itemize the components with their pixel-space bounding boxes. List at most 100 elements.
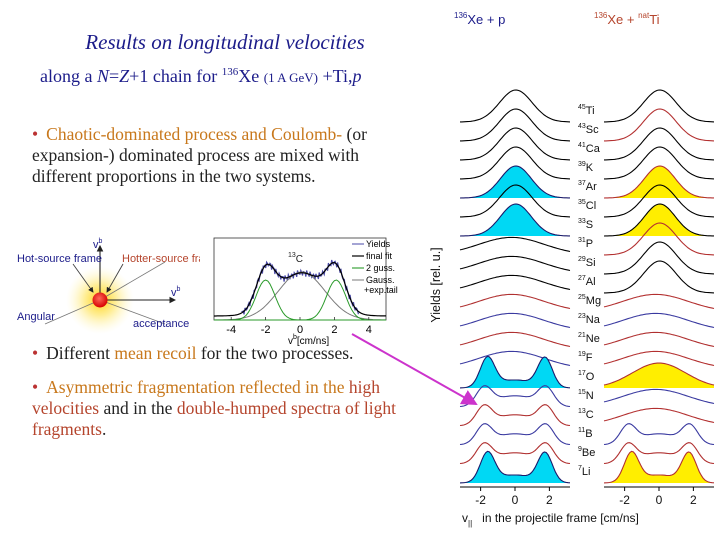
fragment-mass: 33 [578, 218, 586, 225]
legend-gauss: Gauss. [366, 275, 395, 285]
fit-tick-label: -2 [261, 324, 271, 336]
spectrum-curve-c-1 [459, 404, 571, 427]
fit-xlabel: vb[cm/ns] [288, 334, 329, 346]
spectrum-curve-c-2 [603, 407, 715, 424]
fit-tick-label: 2 [331, 324, 337, 336]
x-axis-v: v [462, 511, 468, 525]
spectrum-curve-o-1 [459, 355, 571, 389]
fragment-elem: K [586, 162, 594, 174]
spectrum-curve-n-2 [603, 388, 715, 405]
hotter-source-text: Hotter-source frame [122, 253, 200, 265]
spectrum-curve-si-2 [604, 241, 715, 275]
fragment-mass: 43 [578, 123, 586, 130]
spectrum-curve-sc-2 [604, 108, 715, 142]
subtitle-energy: (1 A GeV) [263, 70, 318, 85]
spectrum-curve-p-2 [604, 222, 715, 256]
hot-source-text: Hot-source frame [17, 253, 102, 265]
fragment-label-b: 11B [578, 427, 593, 440]
spectrum-curve-f-1 [459, 350, 571, 367]
v-par-sup: b [177, 286, 181, 293]
fit-x-ticks: -4 -2 0 2 4 [226, 317, 372, 336]
bullet3-part5: . [101, 419, 107, 439]
x-axis-label: v|| in the projectile frame [cm/ns] [462, 511, 639, 528]
spectrum-curve-ti-1 [460, 89, 571, 123]
fragment-label-k: 39K [578, 161, 594, 174]
spectrum-curve-b-2 [603, 423, 715, 446]
subtitle-mass: 136 [221, 66, 239, 78]
spectrum-fill-o-2 [604, 363, 714, 388]
panel2-title-elem: Xe + [607, 12, 638, 27]
fragment-elem: B [585, 428, 592, 440]
spectrum-curve-al-1 [459, 274, 571, 291]
fragment-elem: Ne [586, 333, 600, 345]
fragment-label-f: 19F [578, 351, 593, 364]
spectrum-curve-ne-1 [459, 331, 571, 348]
spectrum-curve-mg-1 [459, 293, 571, 310]
subtitle-eq: = [109, 66, 120, 86]
fragment-label-ar: 37Ar [578, 180, 597, 193]
slide-subtitle: along a N=Z+1 chain for 136Xe (1 A GeV) … [40, 66, 361, 87]
bullet3-part1: Asymmetric fragmentation reflected in th… [46, 377, 349, 397]
spectrum-curve-p-1 [459, 236, 571, 253]
fragment-elem: P [586, 238, 593, 250]
panel2-title-mass: 136 [594, 11, 608, 20]
fragment-elem: N [586, 390, 594, 402]
subtitle-targets: +Ti, [322, 66, 353, 86]
fragment-label-mg: 25Mg [578, 294, 601, 307]
fragment-label-o: 17O [578, 370, 595, 383]
panel2-target-mass: nat [638, 11, 650, 20]
fragment-mass: 31 [578, 237, 586, 244]
fit-legend: Yields final fit 2 guss. Gauss. +exp.tai… [352, 239, 398, 295]
spectrum-curve-ar-1 [459, 165, 570, 199]
spectrum-curve-k-2 [604, 146, 715, 180]
spectra-x-ticks: -2 0 2 -2 0 2 [460, 486, 714, 507]
legend-finalfit: final fit [366, 251, 393, 261]
fragment-elem: C [586, 409, 594, 421]
spectrum-fill-li-1 [460, 451, 570, 483]
bullet-marker: • [32, 377, 39, 397]
bullet1-part3: (or expansion-) dominated process are mi… [32, 124, 367, 186]
hot-source-pointer [72, 263, 94, 293]
panel1-title-mass: 136 [454, 11, 468, 20]
fragment-elem: Cl [586, 200, 596, 212]
x-tick-label: -2 [619, 493, 630, 507]
fragment-mass: 29 [578, 256, 586, 263]
fragment-label-s: 33S [578, 218, 593, 231]
bullet-recoil: • Different mean recoil for the two proce… [32, 343, 412, 364]
spectrum-curve-b-1 [459, 423, 571, 446]
fragment-elem: O [586, 371, 595, 383]
v-par-label: vb [171, 286, 181, 299]
frame-diagram: Hot-source frame Hotter-source frame vb … [17, 238, 200, 334]
bullet1-part1: Chaotic-dominated process and [46, 124, 272, 144]
spectra-chart: Yields [rel. u.] 136Xe + p 136Xe + natTi… [429, 11, 715, 528]
spectrum-curve-li-2 [603, 450, 715, 484]
fragment-mass: 9 [578, 446, 582, 453]
legend-2gauss: 2 guss. [366, 263, 395, 273]
fit-tick-label: 0 [297, 324, 303, 336]
fragment-mass: 45 [578, 104, 586, 111]
fragment-mass: 15 [578, 389, 586, 396]
hot-source-core [92, 292, 108, 308]
spectrum-fill-o-1 [460, 356, 570, 388]
fragment-label-n: 15N [578, 389, 594, 402]
fit-tick-label: 4 [366, 324, 372, 336]
fragment-elem: Mg [586, 295, 601, 307]
spectrum-fill-s-2 [604, 204, 714, 236]
x-tick-label: 2 [690, 493, 697, 507]
bullet1-part2: Coulomb- [271, 124, 343, 144]
fragment-label-na: 23Na [578, 313, 601, 326]
subtitle-p: p [352, 66, 362, 86]
fit-final-curve [214, 261, 386, 317]
fit-nucleus-mass: 13 [288, 252, 296, 259]
acceptance-line-back [44, 299, 101, 325]
fragment-elem: Be [582, 447, 595, 459]
fragment-elem: S [586, 219, 593, 231]
spectrum-curve-cl-1 [460, 184, 571, 218]
fit-xlabel-unit: [cm/ns] [297, 336, 329, 346]
subtitle-prefix: along a [40, 66, 97, 86]
fit-frame [213, 237, 387, 321]
bullet3-part4: double-humped spectra of light fragments [32, 398, 397, 439]
spectrum-curve-ca-1 [460, 127, 571, 161]
acceptance-line-down [99, 299, 166, 325]
spectra-curves [459, 89, 715, 484]
